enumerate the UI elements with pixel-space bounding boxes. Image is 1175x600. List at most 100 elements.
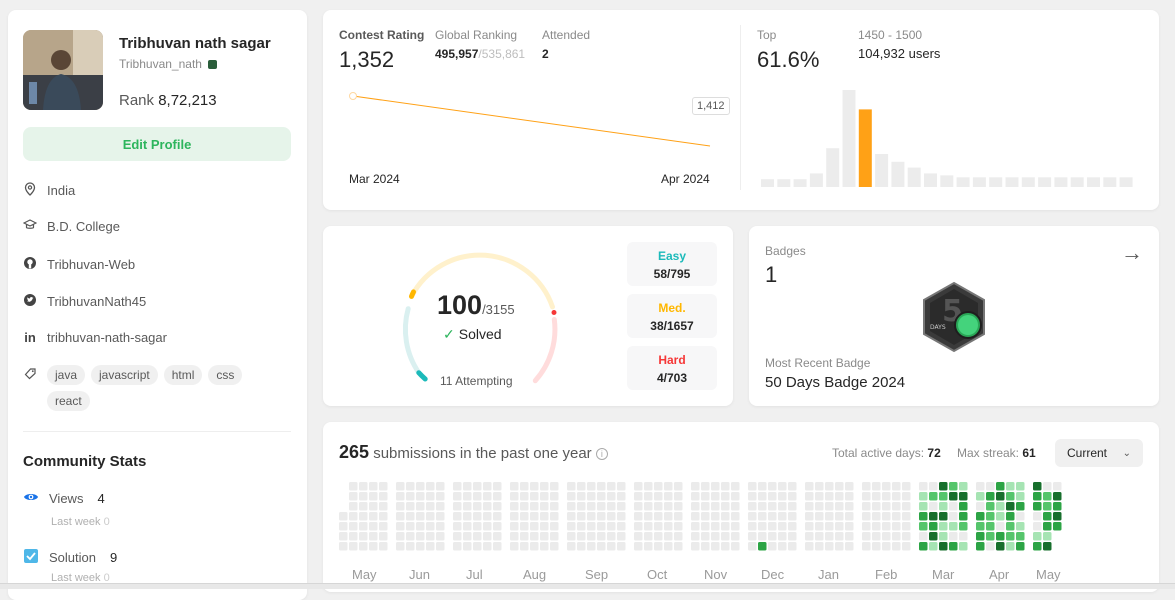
heatmap-day-cell[interactable] xyxy=(674,492,683,501)
heatmap-day-cell[interactable] xyxy=(1033,542,1042,551)
heatmap-day-cell[interactable] xyxy=(939,542,948,551)
heatmap-day-cell[interactable] xyxy=(510,522,519,531)
heatmap-day-cell[interactable] xyxy=(453,502,462,511)
heatmap-day-cell[interactable] xyxy=(731,532,740,541)
heatmap-day-cell[interactable] xyxy=(919,532,928,541)
heatmap-day-cell[interactable] xyxy=(845,542,854,551)
heatmap-day-cell[interactable] xyxy=(634,532,643,541)
heatmap-day-cell[interactable] xyxy=(520,512,529,521)
heatmap-day-cell[interactable] xyxy=(711,502,720,511)
heatmap-day-cell[interactable] xyxy=(396,502,405,511)
heatmap-day-cell[interactable] xyxy=(493,512,502,521)
heatmap-day-cell[interactable] xyxy=(567,522,576,531)
heatmap-day-cell[interactable] xyxy=(731,542,740,551)
heatmap-day-cell[interactable] xyxy=(396,532,405,541)
heatmap-day-cell[interactable] xyxy=(436,492,445,501)
histogram-bar[interactable] xyxy=(793,179,807,187)
heatmap-day-cell[interactable] xyxy=(902,542,911,551)
heatmap-day-cell[interactable] xyxy=(862,492,871,501)
heatmap-day-cell[interactable] xyxy=(902,502,911,511)
heatmap-day-cell[interactable] xyxy=(577,542,586,551)
heatmap-day-cell[interactable] xyxy=(778,542,787,551)
heatmap-day-cell[interactable] xyxy=(919,492,928,501)
linkedin-link[interactable]: tribhuvan-nath-sagar xyxy=(47,330,167,345)
heatmap-day-cell[interactable] xyxy=(711,532,720,541)
heatmap-day-cell[interactable] xyxy=(976,522,985,531)
heatmap-day-cell[interactable] xyxy=(691,522,700,531)
fifty-days-badge-icon[interactable]: 5 DAYS xyxy=(920,281,988,353)
heatmap-day-cell[interactable] xyxy=(577,492,586,501)
heatmap-day-cell[interactable] xyxy=(701,502,710,511)
heatmap-day-cell[interactable] xyxy=(396,522,405,531)
heatmap-day-cell[interactable] xyxy=(939,532,948,541)
histogram-bar[interactable] xyxy=(956,177,970,187)
heatmap-day-cell[interactable] xyxy=(959,492,968,501)
heatmap-day-cell[interactable] xyxy=(369,512,378,521)
heatmap-day-cell[interactable] xyxy=(597,492,606,501)
hard-stat[interactable]: Hard 4/703 xyxy=(627,346,717,390)
rating-line-chart[interactable] xyxy=(343,85,723,165)
heatmap-day-cell[interactable] xyxy=(587,522,596,531)
heatmap-day-cell[interactable] xyxy=(711,512,720,521)
heatmap-day-cell[interactable] xyxy=(567,532,576,541)
heatmap-day-cell[interactable] xyxy=(872,522,881,531)
heatmap-day-cell[interactable] xyxy=(644,482,653,491)
heatmap-day-cell[interactable] xyxy=(862,482,871,491)
heatmap-day-cell[interactable] xyxy=(406,492,415,501)
heatmap-day-cell[interactable] xyxy=(788,532,797,541)
heatmap-day-cell[interactable] xyxy=(379,492,388,501)
heatmap-day-cell[interactable] xyxy=(825,502,834,511)
heatmap-day-cell[interactable] xyxy=(872,482,881,491)
heatmap-day-cell[interactable] xyxy=(530,522,539,531)
heatmap-day-cell[interactable] xyxy=(721,512,730,521)
heatmap-day-cell[interactable] xyxy=(550,522,559,531)
heatmap-day-cell[interactable] xyxy=(721,522,730,531)
heatmap-day-cell[interactable] xyxy=(959,532,968,541)
heatmap-day-cell[interactable] xyxy=(379,522,388,531)
heatmap-day-cell[interactable] xyxy=(1006,532,1015,541)
submission-heatmap[interactable] xyxy=(339,480,1149,564)
heatmap-day-cell[interactable] xyxy=(825,482,834,491)
heatmap-day-cell[interactable] xyxy=(929,532,938,541)
heatmap-day-cell[interactable] xyxy=(540,522,549,531)
arrow-right-icon[interactable]: → xyxy=(1121,240,1143,265)
heatmap-day-cell[interactable] xyxy=(406,522,415,531)
heatmap-day-cell[interactable] xyxy=(577,502,586,511)
heatmap-day-cell[interactable] xyxy=(788,492,797,501)
heatmap-day-cell[interactable] xyxy=(939,482,948,491)
heatmap-day-cell[interactable] xyxy=(825,512,834,521)
heatmap-day-cell[interactable] xyxy=(778,502,787,511)
heatmap-day-cell[interactable] xyxy=(996,542,1005,551)
heatmap-day-cell[interactable] xyxy=(882,502,891,511)
heatmap-day-cell[interactable] xyxy=(835,502,844,511)
heatmap-day-cell[interactable] xyxy=(758,482,767,491)
heatmap-day-cell[interactable] xyxy=(567,542,576,551)
heatmap-day-cell[interactable] xyxy=(634,542,643,551)
heatmap-day-cell[interactable] xyxy=(617,542,626,551)
heatmap-day-cell[interactable] xyxy=(396,492,405,501)
heatmap-day-cell[interactable] xyxy=(892,492,901,501)
heatmap-day-cell[interactable] xyxy=(902,492,911,501)
histogram-bar[interactable] xyxy=(777,179,791,187)
heatmap-day-cell[interactable] xyxy=(473,512,482,521)
heatmap-day-cell[interactable] xyxy=(416,512,425,521)
heatmap-day-cell[interactable] xyxy=(463,532,472,541)
heatmap-day-cell[interactable] xyxy=(691,512,700,521)
heatmap-day-cell[interactable] xyxy=(986,482,995,491)
heatmap-day-cell[interactable] xyxy=(416,492,425,501)
twitter-link[interactable]: TribhuvanNath45 xyxy=(47,294,147,309)
heatmap-day-cell[interactable] xyxy=(597,482,606,491)
heatmap-day-cell[interactable] xyxy=(453,482,462,491)
heatmap-day-cell[interactable] xyxy=(617,532,626,541)
heatmap-day-cell[interactable] xyxy=(339,532,348,541)
year-select[interactable]: Current ⌄ xyxy=(1055,439,1143,467)
heatmap-day-cell[interactable] xyxy=(758,502,767,511)
heatmap-day-cell[interactable] xyxy=(996,492,1005,501)
heatmap-day-cell[interactable] xyxy=(426,532,435,541)
heatmap-day-cell[interactable] xyxy=(1043,512,1052,521)
heatmap-day-cell[interactable] xyxy=(530,492,539,501)
heatmap-day-cell[interactable] xyxy=(664,542,673,551)
heatmap-day-cell[interactable] xyxy=(815,482,824,491)
heatmap-day-cell[interactable] xyxy=(815,502,824,511)
heatmap-day-cell[interactable] xyxy=(892,502,901,511)
